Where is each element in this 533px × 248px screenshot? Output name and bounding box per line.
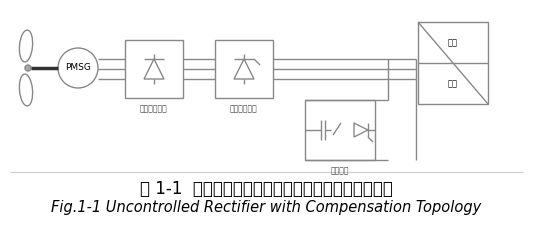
Text: 晶闸管逆变器: 晶闸管逆变器	[230, 104, 258, 113]
Text: Fig.1-1 Uncontrolled Rectifier with Compensation Topology: Fig.1-1 Uncontrolled Rectifier with Comp…	[51, 200, 481, 215]
Text: 并网: 并网	[448, 79, 458, 88]
Bar	[215, 40, 273, 98]
Bar	[125, 40, 183, 98]
Text: 负载: 负载	[448, 38, 458, 47]
Bar	[418, 22, 488, 104]
Text: 补偿系统: 补偿系统	[331, 166, 349, 175]
Text: 图 1-1  不可控整流后接晶闸管逆变器和无功补偿结构: 图 1-1 不可控整流后接晶闸管逆变器和无功补偿结构	[140, 180, 392, 198]
Circle shape	[25, 65, 31, 71]
Bar	[305, 100, 375, 160]
Text: 不可控整流器: 不可控整流器	[140, 104, 168, 113]
Text: PMSG: PMSG	[65, 63, 91, 72]
